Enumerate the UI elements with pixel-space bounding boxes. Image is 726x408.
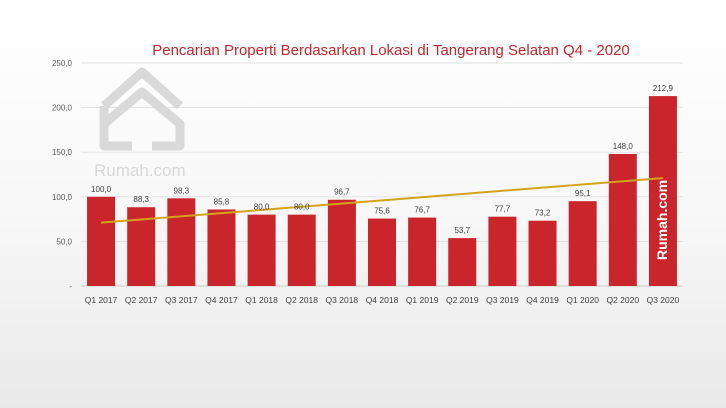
bar — [327, 199, 356, 286]
bar — [247, 214, 276, 286]
watermark-text: Rumah.com — [94, 161, 186, 180]
y-tick-label: - — [69, 282, 72, 291]
x-tick-label: Q1 2017 — [85, 295, 118, 305]
bar — [408, 217, 437, 286]
chart-title: Pencarian Properti Berdasarkan Lokasi di… — [152, 42, 630, 59]
bar — [568, 201, 597, 286]
y-axis: - 50,0 100,0 150,0 200,0 250,0 — [52, 59, 73, 291]
x-axis: Q1 2017 Q2 2017 Q3 2017 Q4 2017 Q1 2018 Q2 20… — [85, 295, 680, 305]
bar — [207, 209, 236, 286]
data-label: 76,7 — [414, 206, 430, 215]
x-tick-label: Q3 2017 — [165, 295, 198, 305]
data-label: 80,0 — [254, 203, 270, 212]
data-label: 96,7 — [334, 188, 350, 197]
x-tick-label: Q4 2019 — [526, 295, 559, 305]
x-tick-label: Q3 2019 — [486, 295, 519, 305]
x-tick-label: Q3 2018 — [326, 295, 359, 305]
x-tick-label: Q2 2019 — [446, 295, 479, 305]
bar — [608, 153, 637, 286]
data-label: 53,7 — [454, 226, 470, 235]
trendline — [100, 177, 664, 224]
data-labels: 100,0 88,3 98,3 85,8 80,0 80,0 96,7 75,6 76,7 53,… — [91, 84, 673, 235]
data-label: 100,0 — [91, 185, 112, 194]
y-tick-label: 100,0 — [52, 193, 73, 202]
x-tick-label: Q2 2020 — [606, 295, 639, 305]
x-tick-label: Q1 2019 — [406, 295, 439, 305]
data-label: 73,2 — [535, 209, 551, 218]
y-tick-label: 50,0 — [56, 237, 72, 246]
data-label: 95,1 — [575, 189, 591, 198]
data-label: 80,0 — [294, 203, 310, 212]
x-tick-label: Q3 2020 — [647, 295, 680, 305]
data-label: 148,0 — [613, 142, 634, 151]
bar-watermark-text: Rumah.com — [654, 180, 670, 260]
bar — [448, 238, 477, 286]
house-logo-icon — [99, 67, 185, 151]
bar — [87, 196, 116, 286]
bar — [648, 96, 677, 286]
bar — [488, 216, 517, 286]
trendline-group — [100, 177, 664, 224]
y-tick-label: 150,0 — [52, 148, 73, 157]
y-tick-label: 250,0 — [52, 59, 73, 68]
x-tick-label: Q2 2018 — [285, 295, 318, 305]
x-tick-label: Q2 2017 — [125, 295, 158, 305]
x-tick-label: Q1 2020 — [566, 295, 599, 305]
bars — [87, 96, 677, 286]
watermark-logo: Rumah.com — [94, 67, 186, 180]
data-label: 77,7 — [495, 205, 511, 214]
data-label: 85,8 — [214, 197, 230, 206]
bar — [368, 218, 396, 286]
bar — [528, 220, 557, 286]
bar — [167, 198, 196, 286]
x-tick-label: Q4 2017 — [205, 295, 238, 305]
data-label: 212,9 — [653, 84, 674, 93]
bar — [287, 214, 316, 286]
x-tick-label: Q4 2018 — [366, 295, 399, 305]
data-label: 88,3 — [133, 195, 149, 204]
y-tick-label: 200,0 — [52, 104, 73, 113]
data-label: 75,6 — [374, 207, 390, 216]
data-label: 98,3 — [174, 186, 190, 195]
x-tick-label: Q1 2018 — [245, 295, 278, 305]
